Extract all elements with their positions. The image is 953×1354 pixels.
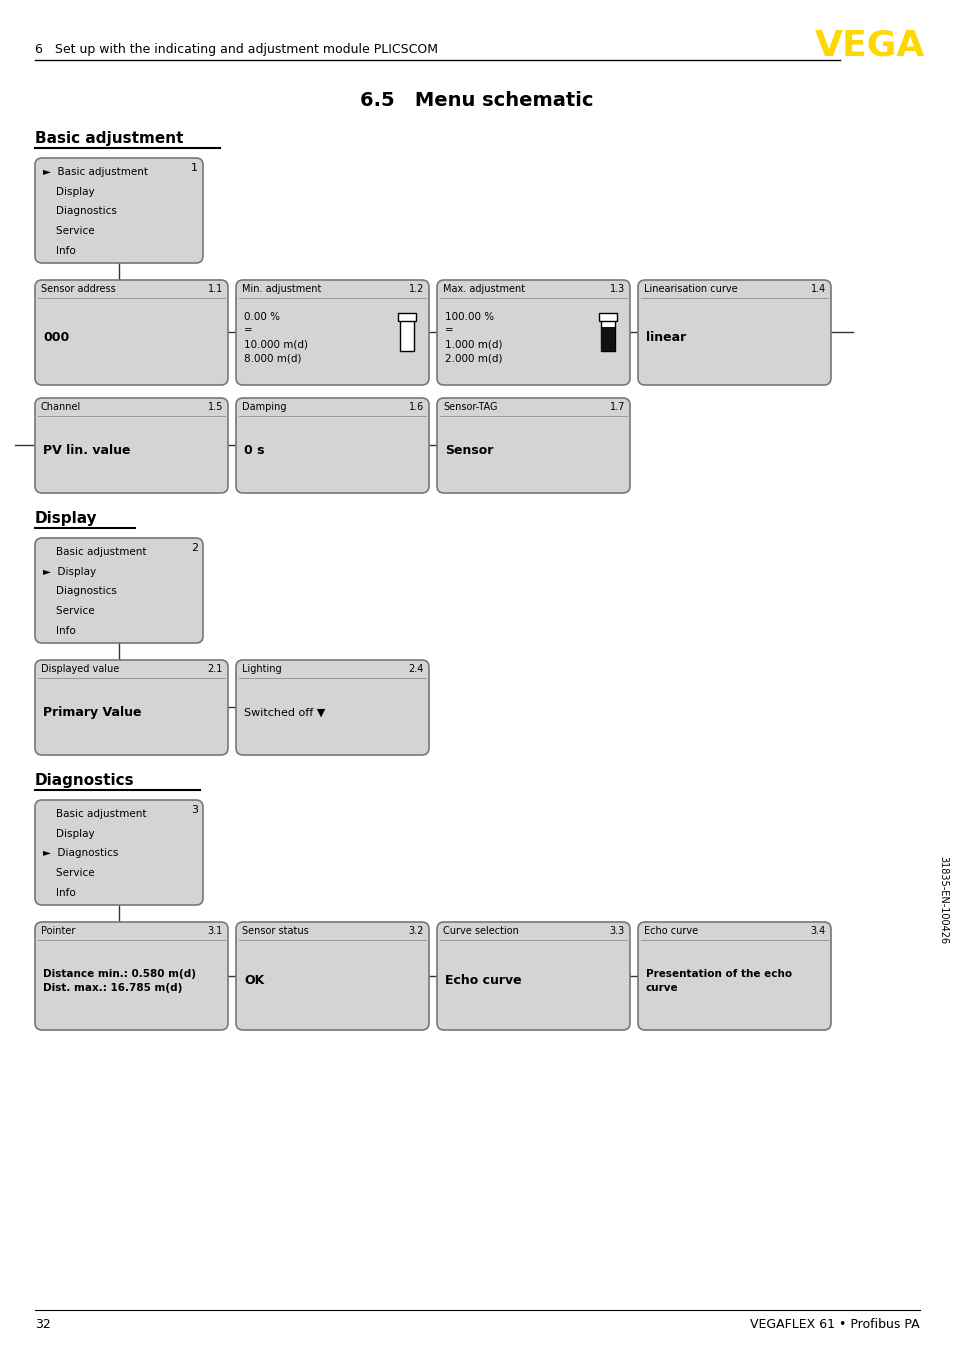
- Text: Echo curve: Echo curve: [444, 975, 521, 987]
- Text: Sensor-TAG: Sensor-TAG: [442, 402, 497, 412]
- Text: Lighting: Lighting: [242, 663, 281, 674]
- Text: Info: Info: [43, 626, 75, 636]
- Text: Basic adjustment: Basic adjustment: [43, 808, 147, 819]
- Text: Switched off ▼: Switched off ▼: [244, 708, 325, 718]
- FancyBboxPatch shape: [436, 280, 629, 385]
- Text: 1.2: 1.2: [408, 284, 423, 294]
- FancyBboxPatch shape: [35, 398, 228, 493]
- Text: ►  Display: ► Display: [43, 567, 96, 577]
- Text: Channel: Channel: [41, 402, 81, 412]
- Text: Linearisation curve: Linearisation curve: [643, 284, 737, 294]
- Text: Service: Service: [43, 226, 94, 237]
- Text: 1.3: 1.3: [609, 284, 624, 294]
- Text: 1.1: 1.1: [208, 284, 223, 294]
- FancyBboxPatch shape: [638, 922, 830, 1030]
- Text: 3.4: 3.4: [810, 926, 825, 936]
- FancyBboxPatch shape: [235, 280, 429, 385]
- Text: 3.2: 3.2: [408, 926, 423, 936]
- FancyBboxPatch shape: [35, 538, 203, 643]
- Text: 3: 3: [191, 806, 198, 815]
- Text: Basic adjustment: Basic adjustment: [35, 130, 183, 145]
- Text: 1.6: 1.6: [408, 402, 423, 412]
- FancyBboxPatch shape: [235, 922, 429, 1030]
- FancyBboxPatch shape: [35, 280, 228, 385]
- Text: Diagnostics: Diagnostics: [43, 207, 117, 217]
- Text: Service: Service: [43, 868, 94, 879]
- Text: ►  Basic adjustment: ► Basic adjustment: [43, 167, 148, 177]
- FancyBboxPatch shape: [35, 659, 228, 756]
- FancyBboxPatch shape: [638, 280, 830, 385]
- Text: 3.1: 3.1: [208, 926, 223, 936]
- Text: VEGAFLEX 61 • Profibus PA: VEGAFLEX 61 • Profibus PA: [750, 1319, 919, 1331]
- Text: 100.00 %
=
1.000 m(d)
2.000 m(d): 100.00 % = 1.000 m(d) 2.000 m(d): [444, 311, 502, 363]
- FancyBboxPatch shape: [235, 398, 429, 493]
- Text: Damping: Damping: [242, 402, 286, 412]
- Text: Curve selection: Curve selection: [442, 926, 518, 936]
- Text: Max. adjustment: Max. adjustment: [442, 284, 524, 294]
- Text: 000: 000: [43, 330, 70, 344]
- Text: Min. adjustment: Min. adjustment: [242, 284, 321, 294]
- Text: Display: Display: [43, 187, 94, 196]
- Text: Info: Info: [43, 246, 75, 256]
- Text: Primary Value: Primary Value: [43, 705, 141, 719]
- Bar: [397, 313, 416, 321]
- Text: 0 s: 0 s: [244, 444, 264, 458]
- Text: 2: 2: [191, 543, 198, 552]
- Bar: [399, 320, 414, 351]
- Text: 1: 1: [191, 162, 198, 173]
- Text: 2.4: 2.4: [408, 663, 423, 674]
- FancyBboxPatch shape: [235, 659, 429, 756]
- Text: Presentation of the echo
curve: Presentation of the echo curve: [645, 969, 791, 992]
- FancyBboxPatch shape: [35, 800, 203, 904]
- Text: 32: 32: [35, 1319, 51, 1331]
- Text: Sensor status: Sensor status: [242, 926, 309, 936]
- Text: Info: Info: [43, 888, 75, 898]
- FancyBboxPatch shape: [35, 922, 228, 1030]
- Text: OK: OK: [244, 975, 264, 987]
- Text: 3.3: 3.3: [609, 926, 624, 936]
- Text: 1.7: 1.7: [609, 402, 624, 412]
- Bar: [598, 313, 617, 321]
- Text: Display: Display: [35, 510, 97, 525]
- Text: Sensor address: Sensor address: [41, 284, 115, 294]
- Text: linear: linear: [645, 330, 685, 344]
- Text: ►  Diagnostics: ► Diagnostics: [43, 849, 118, 858]
- Text: Pointer: Pointer: [41, 926, 75, 936]
- Text: 31835-EN-100426: 31835-EN-100426: [937, 856, 947, 944]
- Text: 1.5: 1.5: [208, 402, 223, 412]
- Text: Service: Service: [43, 607, 94, 616]
- Text: Echo curve: Echo curve: [643, 926, 698, 936]
- Text: Sensor: Sensor: [444, 444, 493, 458]
- Text: 6.5   Menu schematic: 6.5 Menu schematic: [360, 91, 593, 110]
- Text: Displayed value: Displayed value: [41, 663, 119, 674]
- Text: Basic adjustment: Basic adjustment: [43, 547, 147, 556]
- FancyBboxPatch shape: [35, 158, 203, 263]
- Text: 0.00 %
=
10.000 m(d)
8.000 m(d): 0.00 % = 10.000 m(d) 8.000 m(d): [244, 311, 308, 363]
- Text: Display: Display: [43, 829, 94, 838]
- Text: VEGA: VEGA: [814, 28, 924, 62]
- Text: 1.4: 1.4: [810, 284, 825, 294]
- Text: Distance min.: 0.580 m(d)
Dist. max.: 16.785 m(d): Distance min.: 0.580 m(d) Dist. max.: 16…: [43, 969, 195, 992]
- FancyBboxPatch shape: [436, 922, 629, 1030]
- Text: 6   Set up with the indicating and adjustment module PLICSCOM: 6 Set up with the indicating and adjustm…: [35, 43, 437, 57]
- Text: 2.1: 2.1: [208, 663, 223, 674]
- Bar: [600, 320, 615, 351]
- Bar: [600, 328, 615, 351]
- FancyBboxPatch shape: [436, 398, 629, 493]
- Text: Diagnostics: Diagnostics: [35, 773, 134, 788]
- Text: PV lin. value: PV lin. value: [43, 444, 131, 458]
- Text: Diagnostics: Diagnostics: [43, 586, 117, 597]
